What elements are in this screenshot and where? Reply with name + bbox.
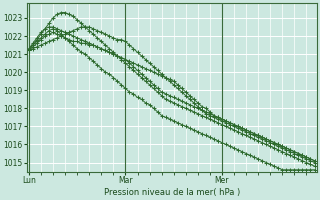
- X-axis label: Pression niveau de la mer( hPa ): Pression niveau de la mer( hPa ): [104, 188, 240, 197]
